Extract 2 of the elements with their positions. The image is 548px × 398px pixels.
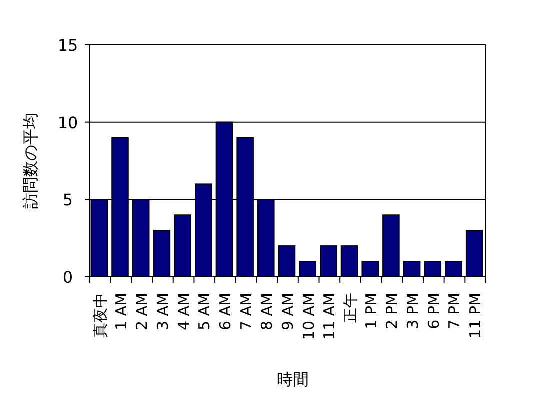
xlabel: 時間 [277,370,309,389]
ylabel: 訪問数の平均 [21,113,40,209]
